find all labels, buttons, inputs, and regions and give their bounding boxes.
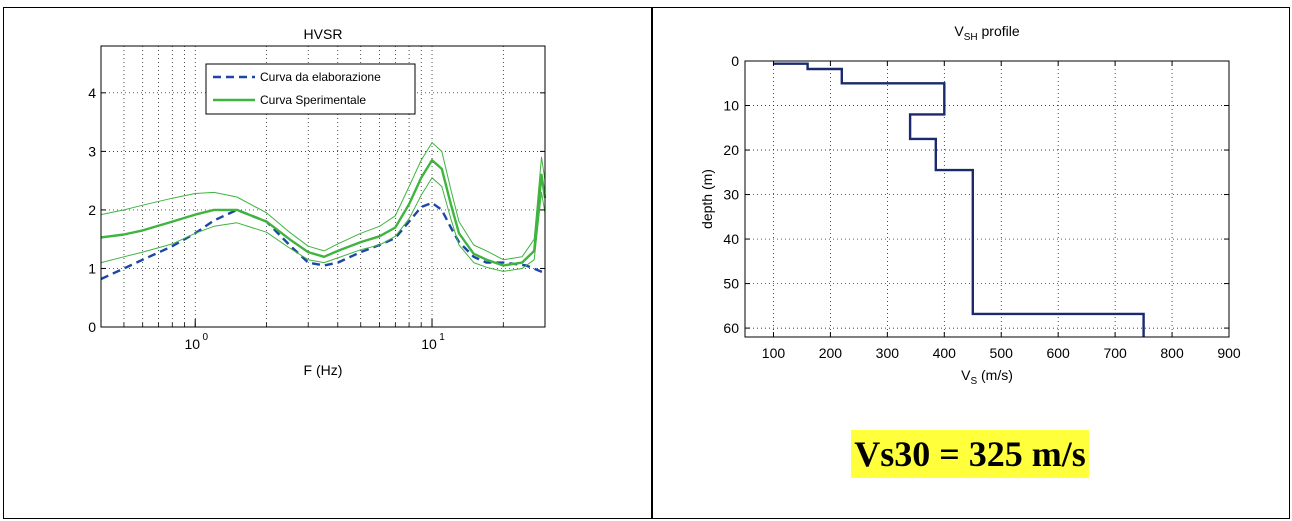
series-line-curva-sperimentale	[100, 159, 547, 267]
y-axis-label: depth (m)	[699, 169, 715, 229]
series-line-curva-da-elaborazione	[100, 201, 546, 281]
legend-label: Curva da elaborazione	[260, 70, 381, 84]
x-tick-label: 200	[819, 345, 843, 361]
x-axis-label: F (Hz)	[304, 362, 343, 378]
series-confidence-line	[100, 142, 546, 261]
panel-divider	[651, 7, 653, 519]
y-tick-label: 60	[723, 320, 739, 336]
y-tick-label: 20	[723, 142, 739, 158]
x-tick-exponent: 1	[439, 332, 445, 343]
figure-frame	[3, 7, 1290, 519]
x-tick-label: 600	[1046, 345, 1070, 361]
y-tick-label: 10	[723, 98, 739, 114]
chart-title: HVSR	[304, 26, 343, 42]
y-tick-label: 40	[723, 231, 739, 247]
plot-area-border	[100, 45, 546, 328]
y-tick-label: 30	[723, 187, 739, 203]
x-axis-label-suffix: (m/s)	[977, 367, 1013, 383]
chart-title: VSH profile	[954, 23, 1019, 43]
x-tick-label: 400	[933, 345, 957, 361]
legend-box	[205, 63, 416, 115]
x-tick-label: 500	[990, 345, 1014, 361]
x-tick-label: 10	[184, 336, 200, 352]
y-tick-label: 0	[88, 319, 96, 335]
chart-title-suffix: profile	[978, 23, 1020, 39]
x-tick-exponent: 0	[202, 332, 208, 343]
x-axis-label: VS (m/s)	[961, 367, 1013, 387]
vs30-annotation: Vs30 = 325 m/s	[854, 434, 1086, 474]
y-tick-label: 50	[723, 276, 739, 292]
x-tick-label: 700	[1103, 345, 1127, 361]
x-tick-label: 300	[876, 345, 900, 361]
series-confidence-line	[100, 177, 546, 272]
y-tick-label: 4	[88, 85, 96, 101]
x-tick-label: 10	[421, 336, 437, 352]
y-tick-label: 0	[731, 53, 739, 69]
x-tick-label: 100	[762, 345, 786, 361]
vs-profile-line	[773, 62, 1145, 337]
legend-label: Curva Sperimentale	[260, 93, 366, 107]
vs30-highlight	[851, 430, 1089, 478]
x-tick-label: 900	[1217, 345, 1241, 361]
y-tick-label: 2	[88, 202, 96, 218]
y-tick-label: 3	[88, 143, 96, 159]
plot-area-border	[744, 60, 1230, 338]
chart-title-subscript: SH	[964, 32, 978, 43]
x-tick-label: 800	[1160, 345, 1184, 361]
x-axis-label-subscript: S	[970, 376, 977, 387]
y-tick-label: 1	[88, 260, 96, 276]
